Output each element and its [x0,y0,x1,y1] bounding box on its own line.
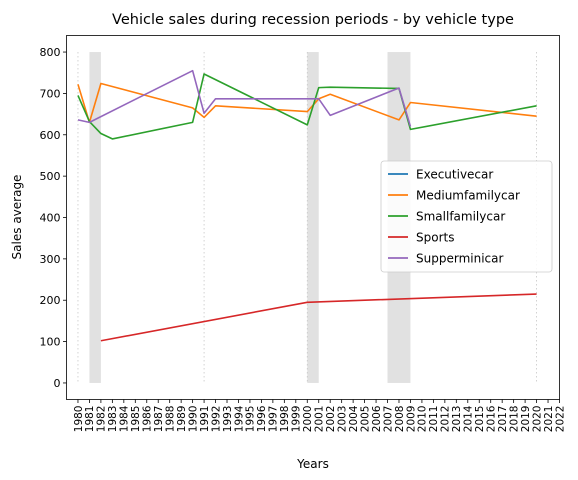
legend-box [380,160,553,273]
x-tick-label-2009: 2009 [405,406,417,433]
x-tick-label-1987: 1987 [153,406,165,433]
series-lines [77,69,537,342]
series-line-3 [100,293,537,342]
x-tick-label-1981: 1981 [84,406,96,433]
x-tick-label-1993: 1993 [222,406,234,433]
legend-label-2: Smallfamilycar [416,210,505,224]
x-tick-label-1998: 1998 [279,406,291,433]
x-tick-label-1996: 1996 [256,405,268,432]
y-tick-label-600: 600 [40,129,61,142]
x-tick-label-1999: 1999 [291,406,303,433]
x-tick-label-2017: 2017 [497,406,509,433]
recession-band-1 [307,52,319,383]
x-tick-label-2002: 2002 [325,406,337,433]
x-tick-label-1986: 1986 [142,405,154,432]
recession-band-0 [89,52,101,383]
x-tick-label-2003: 2003 [336,406,348,433]
y-tick-label-200: 200 [40,294,61,307]
x-tick-label-1984: 1984 [119,405,131,432]
y-axis: 0 100 200 300 400 500 600 700 800 [40,46,67,390]
x-tick-label-2010: 2010 [417,406,429,433]
x-tick-label-1983: 1983 [107,406,119,433]
x-tick-label-1989: 1989 [176,406,188,433]
x-tick-label-2011: 2011 [428,406,440,433]
x-tick-label-2007: 2007 [382,406,394,433]
legend-label-3: Sports [416,231,454,245]
legend: Executivecar Mediumfamilycar Smallfamilyca… [380,160,553,273]
x-tick-label-2013: 2013 [451,406,463,433]
x-tick-label-1990: 1990 [187,406,199,433]
y-tick-label-800: 800 [40,46,61,59]
x-tick-label-1988: 1988 [164,406,176,433]
x-tick-label-2006: 2006 [371,405,383,432]
legend-label-1: Mediumfamilycar [416,189,520,203]
x-tick-label-1985: 1985 [130,406,142,433]
y-tick-label-500: 500 [40,170,61,183]
x-axis: 1980 1981 1982 1983 1984 1985 1986 1987 1988 1989… [73,399,566,433]
x-tick-label-2000: 2000 [302,406,314,433]
y-axis-label: Sales average [10,175,24,260]
y-tick-label-400: 400 [40,212,61,225]
x-tick-label-2020: 2020 [531,406,543,433]
x-axis-label: Years [296,457,329,471]
y-tick-label-100: 100 [40,336,61,349]
y-tick-label-0: 0 [54,377,61,390]
x-tick-label-2019: 2019 [520,406,532,433]
x-tick-label-2012: 2012 [440,406,452,433]
x-tick-label-1992: 1992 [210,406,222,433]
x-tick-label-2015: 2015 [474,406,486,433]
x-tick-label-1982: 1982 [96,406,108,433]
y-tick-label-700: 700 [40,87,61,100]
series-line-1 [77,82,537,124]
x-tick-label-2005: 2005 [359,406,371,433]
x-tick-label-2016: 2016 [486,405,498,432]
x-tick-label-2001: 2001 [314,406,326,433]
x-tick-label-2018: 2018 [508,406,520,433]
x-tick-label-2014: 2014 [463,405,475,432]
x-tick-label-1991: 1991 [199,406,211,433]
x-tick-label-2021: 2021 [543,406,555,433]
x-tick-label-2008: 2008 [394,406,406,433]
x-tick-label-1994: 1994 [233,405,245,432]
legend-label-4: Supperminicar [416,252,503,266]
x-tick-label-1997: 1997 [268,406,280,433]
x-tick-label-2004: 2004 [348,405,360,432]
x-tick-label-2022: 2022 [554,406,566,433]
legend-label-0: Executivecar [416,168,493,182]
x-tick-label-1995: 1995 [245,406,257,433]
x-tick-label-1980: 1980 [73,406,85,433]
series-line-4 [77,69,412,127]
y-tick-label-300: 300 [40,253,61,266]
chart-title: Vehicle sales during recession periods -… [112,12,514,28]
